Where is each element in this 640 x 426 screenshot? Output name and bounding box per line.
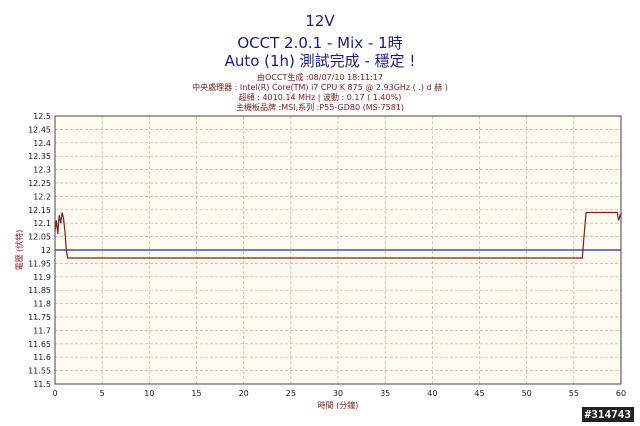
x-tick-label: 15 — [191, 389, 201, 398]
x-tick-label: 60 — [616, 389, 626, 398]
y-tick-label: 12.45 — [28, 125, 51, 134]
tick-labels: 11.5 11.55 11.6 11.65 11.7 11.75 11.8 11.85 11.9… — [28, 112, 626, 398]
x-tick-label: 35 — [380, 389, 390, 398]
y-tick-label: 12.2 — [33, 192, 51, 201]
y-tick-label: 11.6 — [33, 353, 51, 362]
x-tick-label: 30 — [333, 389, 343, 398]
x-tick-label: 10 — [144, 389, 154, 398]
x-tick-label: 55 — [569, 389, 579, 398]
y-tick-label: 12.05 — [28, 233, 51, 242]
y-tick-label: 12.35 — [28, 152, 51, 161]
plot-border — [54, 115, 622, 385]
x-tick-label: 25 — [286, 389, 296, 398]
y-tick-label: 11.75 — [28, 313, 51, 322]
y-tick-label: 11.9 — [33, 273, 51, 282]
x-tick-label: 0 — [52, 389, 57, 398]
y-tick-label: 11.95 — [28, 259, 51, 268]
chart-subtitle-1: OCCT 2.0.1 - Mix - 1時 — [237, 34, 403, 52]
series-lines — [54, 211, 622, 259]
y-tick-label: 11.85 — [28, 286, 51, 295]
info-motherboard: 主機板品牌 :MSI,系列 :P55-GD80 (MS-7581) — [235, 103, 405, 112]
chart-title: 12V — [305, 12, 335, 30]
y-tick-label: 11.55 — [28, 367, 51, 376]
y-tick-label: 11.65 — [28, 340, 51, 349]
y-tick-label: 12.15 — [28, 206, 51, 215]
y-tick-label: 12.5 — [33, 112, 51, 121]
y-tick-label: 11.7 — [33, 326, 51, 335]
y-tick-label: 12.1 — [33, 219, 51, 228]
voltage-series-line — [54, 211, 622, 259]
y-tick-label: 11.5 — [33, 380, 51, 389]
y-tick-label: 12.4 — [33, 139, 51, 148]
y-axis-label: 電壓 (伏特) — [14, 230, 24, 271]
info-cpu: 中央處理器 : Intel(R) Core(TM) i7 CPU K 875 @… — [192, 83, 448, 92]
watermark-id: #314743 — [581, 407, 634, 422]
info-generated: 由OCCT生成 :08/07/10 18:11:17 — [257, 73, 383, 82]
chart-subtitle-2: Auto (1h) 測試完成 - 穩定 ! — [224, 52, 416, 70]
y-tick-label: 12.3 — [33, 166, 51, 175]
x-tick-label: 20 — [239, 389, 249, 398]
grid-lines — [55, 116, 621, 384]
x-tick-label: 45 — [474, 389, 484, 398]
x-tick-label: 5 — [100, 389, 105, 398]
x-tick-label: 50 — [522, 389, 532, 398]
info-overclock: 超頻 : 4010.14 MHz | 波動 : 0.17 ( 1.40%) — [238, 93, 402, 102]
y-tick-label: 11.8 — [33, 300, 51, 309]
y-tick-label: 12 — [41, 246, 51, 255]
y-tick-label: 12.25 — [28, 179, 51, 188]
x-tick-label: 40 — [427, 389, 437, 398]
x-axis-label: 時間 (分鐘) — [318, 400, 359, 410]
